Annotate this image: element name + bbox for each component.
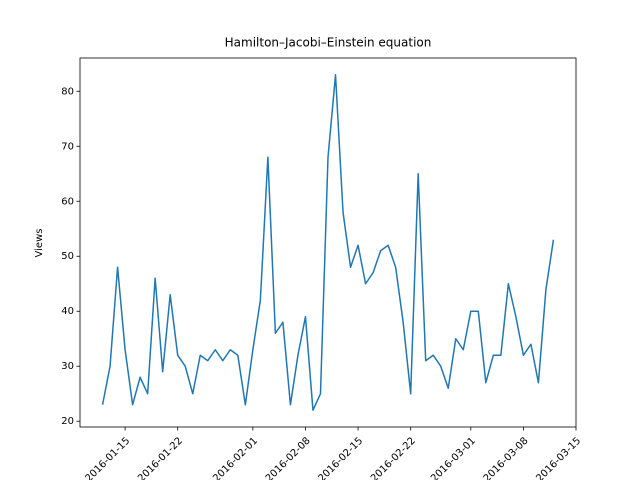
y-tick-label: 30 <box>61 361 74 372</box>
y-tick-label: 50 <box>61 251 74 262</box>
y-axis-label: Views <box>34 229 45 258</box>
line <box>101 74 555 411</box>
plot-frame <box>79 57 577 428</box>
y-tick-label: 80 <box>61 86 74 97</box>
y-tick-label: 60 <box>61 196 74 207</box>
y-tick-label: 70 <box>61 141 74 152</box>
chart-title: Hamilton–Jacobi–Einstein equation <box>225 36 432 50</box>
y-tick-label: 20 <box>61 416 74 427</box>
y-tick-label: 40 <box>61 306 74 317</box>
